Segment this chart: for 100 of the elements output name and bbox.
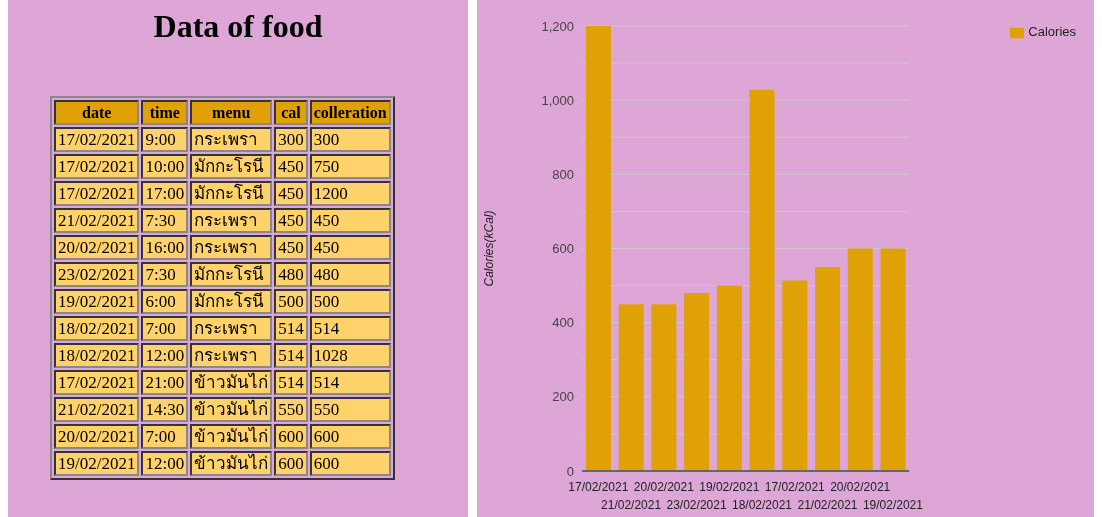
text: 7:30	[145, 211, 176, 230]
text: ข้าวมันไก่	[194, 373, 269, 392]
text: 600	[278, 454, 304, 473]
text: 514	[313, 319, 340, 338]
text: 17/02/2021	[58, 157, 136, 176]
text: 21/02/2021	[58, 211, 136, 230]
text: 450	[278, 157, 304, 176]
text: 16:00	[145, 238, 185, 257]
text: กระเพรา	[194, 211, 259, 230]
text: 17/02/2021	[58, 130, 136, 149]
legend-label: Calories	[1028, 24, 1076, 39]
text: 1028	[313, 346, 348, 365]
text: มักกะโรนี	[194, 157, 265, 176]
bar	[585, 26, 611, 471]
text: 1200	[313, 184, 348, 203]
category-label: colleration	[309, 100, 391, 125]
text: มักกะโรนี	[194, 184, 265, 203]
x-tick-label: 17/02/2021	[568, 480, 629, 494]
text: 21:00	[145, 373, 185, 392]
text: 600	[313, 454, 340, 473]
text: Data of food	[152, 8, 324, 45]
text: ข้าวมันไก่	[194, 454, 269, 473]
text: 600	[313, 427, 340, 446]
category-label: cal	[274, 100, 308, 125]
bar	[749, 89, 775, 471]
x-tick-label: 19/02/2021	[699, 480, 760, 494]
text: 450	[313, 211, 340, 230]
bar	[684, 293, 710, 471]
text: กระเพรา	[194, 346, 259, 365]
bar	[782, 280, 808, 471]
text: 10:00	[145, 157, 185, 176]
text: 750	[313, 157, 340, 176]
y-tick-label: 400	[552, 315, 574, 331]
text: 550	[278, 400, 304, 419]
bar	[880, 248, 906, 471]
text: 19/02/2021	[58, 292, 136, 311]
x-tick-label: 18/02/2021	[731, 498, 793, 512]
bar	[847, 248, 873, 471]
text: ข้าวมันไก่	[194, 427, 269, 446]
y-axis-title: Calories(kCal)	[482, 210, 497, 287]
text: 514	[278, 373, 304, 392]
x-tick-label: 21/02/2021	[601, 498, 662, 512]
bar	[716, 285, 742, 471]
text: 17/02/2021	[58, 373, 136, 392]
text: 19/02/2021	[58, 454, 136, 473]
text: 450	[278, 211, 304, 230]
text: 450	[313, 238, 340, 257]
text: 18/02/2021	[58, 346, 136, 365]
text: 300	[313, 130, 340, 149]
text: มักกะโรนี	[194, 265, 265, 284]
text: 600	[278, 427, 304, 446]
text: 7:30	[145, 265, 176, 284]
text: ข้าวมันไก่	[194, 400, 269, 419]
text: 17:00	[145, 184, 185, 203]
x-tick-label: 17/02/2021	[764, 480, 826, 494]
text: 450	[278, 184, 304, 203]
text: 550	[313, 400, 340, 419]
text: 20/02/2021	[58, 238, 136, 257]
text: กระเพรา	[194, 130, 259, 149]
text: 450	[278, 238, 304, 257]
text: 514	[278, 346, 304, 365]
text: 500	[313, 292, 340, 311]
text: 9:00	[145, 130, 176, 149]
bar	[651, 304, 677, 471]
text: 300	[278, 130, 304, 149]
text: 7:00	[145, 427, 176, 446]
text: 514	[313, 373, 340, 392]
y-tick-label: 800	[552, 166, 574, 182]
bar	[815, 267, 841, 471]
text: 514	[278, 319, 304, 338]
x-tick-label: 19/02/2021	[862, 498, 924, 512]
category-label: date	[54, 100, 140, 125]
text: 23/02/2021	[58, 265, 136, 284]
text: 7:00	[145, 319, 176, 338]
y-tick-label: 200	[552, 389, 574, 405]
text: 480	[278, 265, 304, 284]
text: 480	[313, 265, 340, 284]
text: 12:00	[145, 454, 185, 473]
y-tick-label: 1,000	[541, 92, 574, 108]
text: กระเพรา	[194, 319, 259, 338]
text: 14:30	[145, 400, 185, 419]
text: 500	[278, 292, 304, 311]
text: 20/02/2021	[58, 427, 136, 446]
bar	[618, 304, 644, 471]
text: 12:00	[145, 346, 185, 365]
y-tick-label: 0	[566, 463, 574, 479]
text: 18/02/2021	[58, 319, 136, 338]
text: มักกะโรนี	[194, 292, 265, 311]
text: กระเพรา	[194, 238, 259, 257]
x-tick-label: 20/02/2021	[830, 480, 891, 494]
text: 17/02/2021	[58, 184, 136, 203]
category-label: time	[141, 100, 189, 125]
x-tick-label: 23/02/2021	[666, 498, 727, 512]
x-tick-label: 20/02/2021	[633, 480, 695, 494]
category-label: menu	[190, 100, 273, 125]
text: 21/02/2021	[58, 400, 136, 419]
text: 6:00	[145, 292, 176, 311]
x-tick-label: 21/02/2021	[797, 498, 858, 512]
y-tick-label: 600	[552, 241, 574, 257]
y-tick-label: 1,200	[541, 18, 574, 34]
